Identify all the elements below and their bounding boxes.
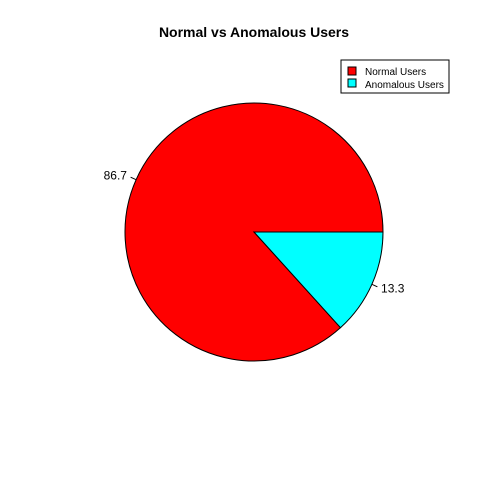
slice-label-0: 86.7	[104, 169, 128, 183]
pie-slice-anomalous-users	[252, 231, 384, 329]
chart-title: Normal vs Anomalous Users	[159, 24, 349, 40]
legend-swatch-anomalous	[347, 78, 357, 88]
slice-labels: 86.7 13.3	[104, 169, 405, 296]
legend-box	[340, 59, 450, 94]
slice-label-1: 13.3	[381, 281, 405, 295]
legend-swatch-normal	[347, 66, 357, 76]
legend-label-anomalous: Anomalous Users	[365, 80, 444, 91]
legend: Normal Users Anomalous Users	[340, 59, 450, 94]
label-tick-0	[130, 176, 137, 181]
label-tick-1	[371, 283, 378, 288]
legend-label-normal: Normal Users	[365, 67, 426, 78]
pie-slices	[124, 102, 384, 362]
